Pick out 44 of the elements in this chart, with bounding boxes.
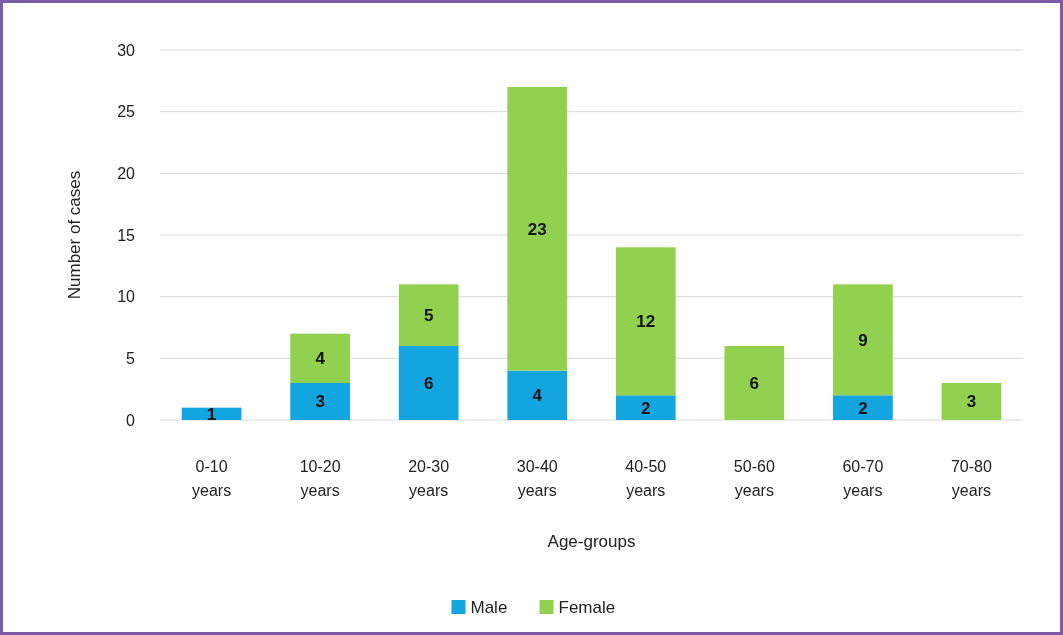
y-tick-label: 25 bbox=[117, 103, 136, 121]
y-tick-label: 5 bbox=[126, 349, 136, 367]
x-tick-label: 70-80 years bbox=[950, 458, 992, 499]
data-label: 5 bbox=[423, 306, 434, 326]
x-tick-label: 40-50 years bbox=[625, 458, 667, 499]
x-tick-label: 50-60 years bbox=[733, 458, 775, 499]
bar bbox=[615, 395, 676, 420]
data-label: 2 bbox=[641, 398, 651, 418]
x-tick-label: 10-20 years bbox=[299, 458, 341, 499]
y-axis-title: Number of cases bbox=[65, 170, 84, 300]
y-tick-label: 30 bbox=[117, 41, 136, 59]
x-tick-label: 60-70 years bbox=[842, 458, 884, 499]
data-label: 23 bbox=[527, 219, 547, 239]
bar bbox=[398, 284, 459, 346]
x-tick-label: 20-30 years bbox=[408, 458, 450, 499]
data-label: 4 bbox=[532, 386, 543, 406]
bar bbox=[507, 87, 568, 371]
y-tick-label: 10 bbox=[117, 288, 136, 306]
bar bbox=[724, 346, 785, 420]
x-tick-label: 30-40 years bbox=[516, 458, 558, 499]
data-label: 1 bbox=[206, 404, 217, 424]
y-tick-label: 20 bbox=[117, 164, 136, 182]
bar bbox=[615, 247, 676, 396]
data-label: 4 bbox=[315, 349, 326, 369]
bar bbox=[833, 284, 893, 396]
data-label: 3 bbox=[315, 392, 325, 412]
x-tick-label: 0-10 years bbox=[192, 458, 232, 499]
bar bbox=[941, 383, 1002, 420]
x-axis-title: Age-groups bbox=[547, 532, 636, 551]
data-label: 3 bbox=[966, 392, 977, 412]
data-label: 2 bbox=[858, 398, 868, 418]
bar bbox=[290, 333, 350, 383]
bar bbox=[833, 395, 893, 420]
legend-label: Female bbox=[558, 597, 616, 617]
legend-label: Male bbox=[470, 597, 508, 617]
data-label: 6 bbox=[423, 373, 434, 393]
y-tick-label: 15 bbox=[117, 226, 136, 244]
y-tick-label: 0 bbox=[126, 411, 136, 429]
data-label: 9 bbox=[858, 330, 868, 350]
bar bbox=[290, 383, 350, 420]
data-label: 6 bbox=[749, 373, 760, 393]
data-label: 12 bbox=[636, 312, 656, 332]
bar bbox=[398, 346, 459, 420]
bar bbox=[507, 370, 568, 420]
